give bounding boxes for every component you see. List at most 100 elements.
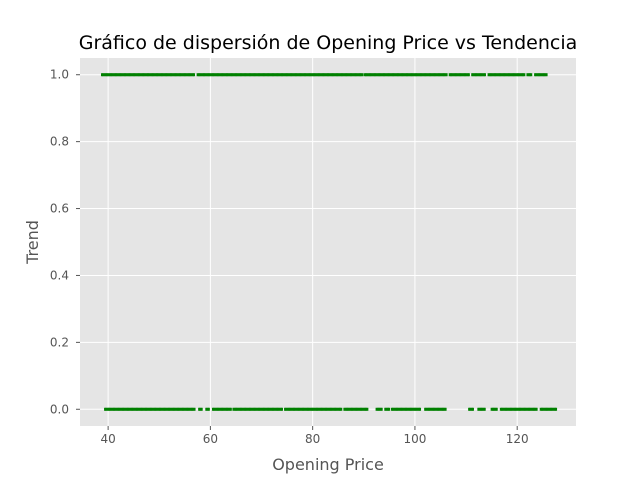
data-point — [121, 73, 124, 77]
data-point — [118, 73, 121, 77]
data-point — [551, 407, 554, 411]
data-point — [514, 73, 517, 77]
data-point — [304, 407, 307, 411]
data-point — [361, 73, 364, 77]
data-point — [540, 407, 543, 411]
data-point — [492, 73, 495, 77]
data-point — [240, 407, 243, 411]
data-point — [390, 73, 393, 77]
data-point — [160, 407, 163, 411]
data-point — [313, 407, 316, 411]
plot-background — [80, 58, 576, 426]
data-point — [399, 407, 402, 411]
data-point — [353, 407, 356, 411]
data-point — [430, 73, 433, 77]
data-point — [116, 73, 119, 77]
data-point — [418, 73, 421, 77]
data-point — [548, 407, 551, 411]
data-point — [177, 73, 180, 77]
data-point — [359, 407, 362, 411]
data-point — [470, 407, 473, 411]
data-point — [323, 73, 326, 77]
data-point — [436, 73, 439, 77]
data-point — [435, 407, 438, 411]
data-point — [252, 73, 255, 77]
data-point — [404, 73, 407, 77]
data-point — [500, 73, 503, 77]
data-point — [198, 407, 201, 411]
data-point — [404, 407, 407, 411]
data-point — [535, 73, 538, 77]
data-point — [170, 407, 173, 411]
data-point — [376, 73, 379, 77]
data-point — [291, 73, 294, 77]
data-point — [394, 73, 397, 77]
data-point — [394, 407, 397, 411]
data-point — [237, 407, 240, 411]
data-point — [539, 73, 542, 77]
data-point — [448, 73, 451, 77]
data-point — [252, 407, 255, 411]
data-point — [316, 407, 319, 411]
data-point — [555, 407, 558, 411]
data-point — [273, 407, 276, 411]
data-point — [529, 407, 532, 411]
data-point — [501, 73, 504, 77]
x-tick-label: 100 — [403, 432, 426, 446]
data-point — [417, 73, 420, 77]
data-point — [187, 407, 190, 411]
data-point — [272, 407, 275, 411]
data-point — [108, 73, 111, 77]
data-point — [458, 73, 461, 77]
data-point — [168, 73, 171, 77]
data-point — [192, 407, 195, 411]
data-point — [188, 407, 191, 411]
data-point — [226, 407, 229, 411]
data-point — [504, 407, 507, 411]
data-point — [189, 73, 192, 77]
data-point — [106, 73, 109, 77]
data-point — [141, 407, 144, 411]
data-point — [319, 73, 322, 77]
data-point — [491, 73, 494, 77]
data-point — [213, 407, 216, 411]
data-point — [540, 73, 543, 77]
data-point — [439, 73, 442, 77]
data-point — [164, 73, 167, 77]
data-point — [162, 407, 165, 411]
data-point — [173, 407, 176, 411]
data-point — [144, 73, 147, 77]
data-point — [464, 73, 467, 77]
data-point — [301, 407, 304, 411]
data-point — [182, 407, 185, 411]
data-point — [284, 407, 287, 411]
data-point — [167, 73, 170, 77]
data-point — [268, 73, 271, 77]
data-point — [242, 73, 245, 77]
data-point — [392, 407, 395, 411]
data-point — [510, 407, 513, 411]
data-point — [121, 407, 124, 411]
data-point — [193, 73, 196, 77]
data-point — [106, 407, 109, 411]
data-point — [113, 73, 116, 77]
data-point — [435, 73, 438, 77]
data-point — [278, 73, 281, 77]
data-point — [237, 73, 240, 77]
data-point — [261, 407, 264, 411]
data-point — [325, 73, 328, 77]
data-point — [457, 73, 460, 77]
data-point — [189, 407, 192, 411]
data-point — [282, 73, 285, 77]
data-point — [228, 407, 231, 411]
data-point — [425, 73, 428, 77]
data-point — [232, 407, 235, 411]
y-axis-ticks: 0.0 0.2 0.4 0.6 0.8 1.0 — [50, 68, 80, 416]
data-point — [218, 73, 221, 77]
data-point — [513, 73, 516, 77]
data-point — [249, 407, 252, 411]
data-point — [242, 407, 245, 411]
data-point — [545, 73, 548, 77]
data-point — [411, 73, 414, 77]
data-point — [340, 407, 343, 411]
